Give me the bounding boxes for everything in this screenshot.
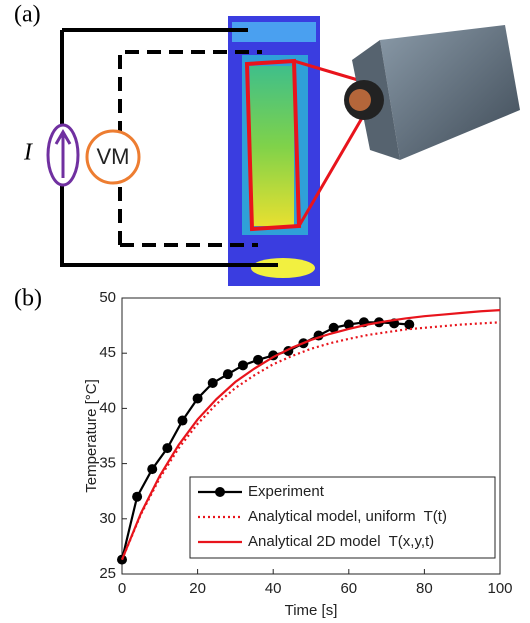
- meter-label: VM: [97, 144, 130, 169]
- y-axis-label: Temperature [°C]: [83, 379, 100, 493]
- data-point: [162, 443, 173, 454]
- legend-label: Experiment: [248, 483, 325, 500]
- legend-marker: [215, 487, 225, 497]
- data-point: [328, 322, 339, 333]
- y-tick-label: 25: [99, 565, 116, 582]
- thermal-hot: [250, 66, 294, 226]
- y-tick-label: 40: [99, 399, 116, 416]
- thermal-contact: [251, 258, 315, 278]
- data-point: [343, 319, 354, 330]
- data-point: [132, 491, 143, 502]
- data-point: [222, 369, 233, 380]
- sense-wire: [118, 50, 262, 247]
- legend-label: Analytical 2D model T(x,y,t): [248, 533, 434, 550]
- current-label: I: [23, 140, 33, 166]
- data-point: [177, 415, 188, 426]
- panel-label: (b): [14, 286, 42, 312]
- panel-label: (a): [14, 2, 41, 28]
- legend-label: Analytical model, uniform T(t): [248, 508, 447, 525]
- x-tick-label: 80: [416, 580, 433, 597]
- data-point: [147, 464, 158, 475]
- data-point: [192, 393, 203, 404]
- x-tick-label: 0: [118, 580, 126, 597]
- thermal-top: [232, 22, 316, 42]
- x-tick-label: 60: [340, 580, 357, 597]
- x-axis-label: Time [s]: [285, 602, 338, 619]
- y-tick-label: 45: [99, 344, 116, 361]
- x-tick-label: 100: [487, 580, 512, 597]
- voltmeter: [85, 129, 141, 185]
- data-point: [237, 360, 248, 371]
- series-line: [120, 309, 501, 561]
- legend-box: [189, 476, 496, 559]
- x-tick-label: 40: [265, 580, 282, 597]
- data-point: [207, 378, 218, 389]
- panel-a: (a) I VM: [14, 2, 520, 286]
- y-tick-label: 30: [99, 510, 116, 527]
- chart: 0 20 40 60 80 100 25 30 35 40 45 50 Time [s] Temperat…: [83, 289, 513, 619]
- data-point: [253, 354, 264, 365]
- circuit-wire: [60, 28, 278, 267]
- camera-glass: [349, 89, 371, 111]
- current-arrow: [54, 129, 72, 178]
- camera-body: [380, 25, 520, 160]
- y-tick-label: 50: [99, 289, 116, 306]
- y-tick-label: 35: [99, 455, 116, 472]
- data-point: [404, 319, 415, 330]
- series-line: [120, 321, 501, 561]
- camera-view: [293, 59, 364, 227]
- x-tick-label: 20: [189, 580, 206, 597]
